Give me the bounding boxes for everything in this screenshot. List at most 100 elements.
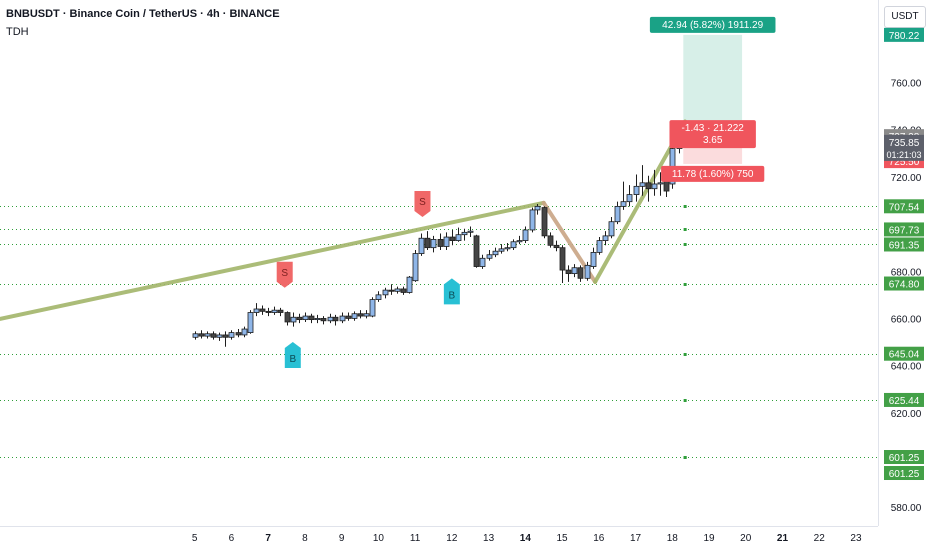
candle-down <box>559 247 566 271</box>
level-dot <box>683 228 687 231</box>
target-price-tag <box>884 27 924 42</box>
candle-down <box>320 318 327 322</box>
candle-up <box>620 201 627 207</box>
buy-signal-marker <box>284 342 301 369</box>
candle-down <box>198 333 205 337</box>
time-tick-label: 13 <box>483 533 495 544</box>
candle-up <box>271 309 278 313</box>
candle-up <box>253 308 260 313</box>
time-tick-label: 6 <box>229 533 235 544</box>
stop-price-tag-text: 725.50 <box>889 157 920 168</box>
candle-up <box>204 333 211 337</box>
level-dot <box>683 399 687 402</box>
candle-up <box>327 316 334 322</box>
price-axis[interactable]: 760.00740.00720.00680.00660.00640.00620.… <box>878 0 925 526</box>
time-tick-label: 11 <box>410 533 421 544</box>
candle-down <box>210 333 217 338</box>
candle-up <box>614 205 621 223</box>
level-price-tag <box>884 237 924 252</box>
candle-up <box>314 318 321 321</box>
candle-up <box>461 231 468 236</box>
level-price-tag <box>884 222 924 237</box>
level-dot <box>683 283 687 286</box>
candle-down <box>437 239 444 247</box>
pnl-label-text: 3.65 <box>703 135 723 146</box>
candle-down <box>645 182 652 190</box>
candle-up <box>492 250 499 256</box>
candle-up <box>375 294 382 300</box>
candle-up <box>369 299 376 317</box>
candle-up <box>504 247 511 250</box>
candle-down <box>277 309 284 313</box>
time-tick-label: 17 <box>630 533 642 544</box>
last-price-tag-text: 735.85 <box>889 138 920 149</box>
price-tick-label: 660.00 <box>891 314 922 325</box>
candle-up <box>486 254 493 259</box>
price-tick-label: 680.00 <box>891 267 922 278</box>
level-price-tag-text: 601.25 <box>889 469 920 480</box>
time-tick-label: 20 <box>740 533 752 544</box>
currency-button[interactable]: USDT <box>884 6 926 28</box>
candle-down <box>473 235 480 267</box>
trend-lines[interactable] <box>0 119 688 321</box>
candle-up <box>455 234 462 241</box>
candle-down <box>400 288 407 293</box>
candle-up <box>241 328 248 336</box>
candle-up <box>382 289 389 296</box>
candlesticks <box>192 125 688 347</box>
support-resistance-levels <box>0 205 878 459</box>
price-tick-label: 720.00 <box>891 173 922 184</box>
chart-title: BNBUSDT · Binance Coin / TetherUS · 4h ·… <box>6 8 280 20</box>
profit-zone[interactable] <box>683 34 743 137</box>
buy-signal-marker <box>443 278 460 305</box>
candle-up <box>602 235 609 241</box>
candle-down <box>308 315 315 321</box>
time-tick-label: 5 <box>192 533 198 544</box>
candle-up <box>571 267 578 275</box>
time-tick-label: 16 <box>593 533 605 544</box>
price-tick-label: 760.00 <box>891 79 922 90</box>
time-tick-label: 15 <box>557 533 569 544</box>
candle-up <box>479 257 486 267</box>
time-tick-label: 10 <box>373 533 385 544</box>
target-label-text: 42.94 (5.82%) 1911.29 <box>662 20 763 31</box>
time-tick-label: 19 <box>703 533 715 544</box>
countdown-text: 01:21:03 <box>886 150 921 160</box>
level-price-tag <box>884 466 924 481</box>
price-tick-label: 580.00 <box>891 503 922 514</box>
candle-up <box>510 241 517 249</box>
level-price-tag-text: 601.25 <box>889 453 920 464</box>
candle-up <box>516 240 523 243</box>
candle-down <box>235 332 242 336</box>
candle-up <box>529 209 536 231</box>
candle-up <box>608 221 615 237</box>
time-tick-label: 9 <box>339 533 345 544</box>
candle-up <box>406 276 413 293</box>
time-tick-label: 14 <box>520 533 532 544</box>
level-dot <box>683 353 687 356</box>
candle-up <box>596 240 603 253</box>
price-tick-label: 640.00 <box>891 362 922 373</box>
indicator-name[interactable]: TDH <box>6 26 29 38</box>
time-axis[interactable]: 5 6 7 8 9 10 11 12 13 14 15 16 17 18 19 20 21 22 23 <box>0 526 878 545</box>
time-tick-label: 18 <box>667 533 679 544</box>
candle-up <box>443 236 450 247</box>
level-price-tag-text: 707.54 <box>889 202 920 213</box>
candle-down <box>357 313 364 317</box>
level-price-tag <box>884 346 924 361</box>
candle-up <box>418 237 425 254</box>
candle-up <box>651 183 658 190</box>
sell-signal-marker <box>414 191 431 218</box>
candle-down <box>449 236 456 241</box>
candle-up <box>626 194 633 203</box>
candle-up <box>247 312 254 333</box>
last-price-tag <box>884 134 924 161</box>
candle-up <box>639 182 646 187</box>
candle-down <box>577 267 584 279</box>
time-tick-label: 22 <box>814 533 826 544</box>
candle-down <box>265 310 272 313</box>
time-tick-label: 12 <box>446 533 458 544</box>
rising-trendline[interactable] <box>0 200 546 321</box>
time-tick-label: 8 <box>302 533 308 544</box>
